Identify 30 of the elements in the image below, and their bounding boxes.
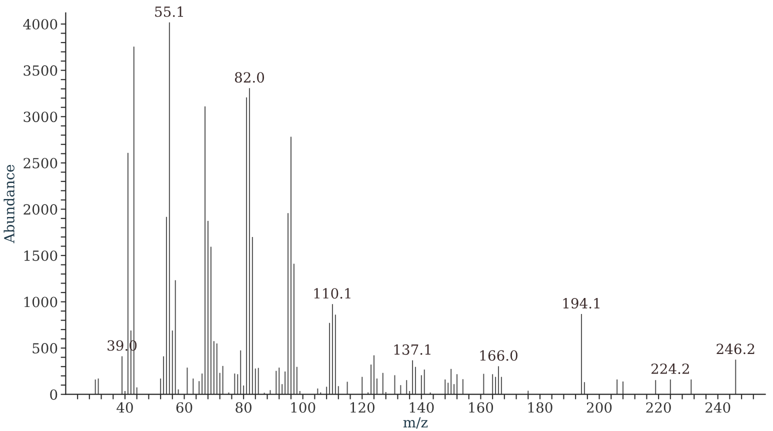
annotation: 82.0 (234, 72, 264, 83)
x-tick-label: 180 (528, 402, 552, 413)
x-axis-title: m/z (403, 417, 428, 429)
x-tick-label: 140 (410, 402, 434, 413)
annotation: 224.2 (651, 363, 689, 374)
x-tick-label: 160 (469, 402, 494, 413)
y-tick-label: 3000 (24, 112, 58, 122)
annotation: 166.0 (480, 350, 518, 361)
x-tick-label: 40 (116, 402, 133, 413)
annotation: 110.1 (314, 288, 350, 299)
y-tick-label: 2500 (24, 158, 58, 168)
x-tick-label: 80 (236, 402, 252, 413)
annotation: 246.2 (716, 344, 754, 354)
x-tick-label: 100 (291, 402, 316, 413)
annotation: 55.1 (155, 6, 183, 17)
y-tick-label: 1000 (24, 296, 58, 308)
y-tick-label: 4000 (23, 19, 58, 30)
y-tick-label: 2000 (24, 204, 58, 215)
x-tick-label: 240 (706, 402, 730, 413)
annotation: 194.1 (563, 298, 600, 309)
x-tick-label: 60 (176, 402, 192, 413)
y-tick-label: 0 (50, 389, 58, 400)
x-tick-label: 200 (586, 402, 612, 413)
y-tick-label: 3500 (24, 65, 58, 76)
y-axis-title: Abundance (4, 164, 14, 244)
y-tick-label: 1500 (24, 250, 58, 261)
annotation: 137.1 (394, 344, 430, 355)
y-tick-label: 500 (32, 343, 58, 354)
x-tick-label: 120 (350, 402, 374, 413)
x-tick-label: 220 (646, 402, 671, 413)
